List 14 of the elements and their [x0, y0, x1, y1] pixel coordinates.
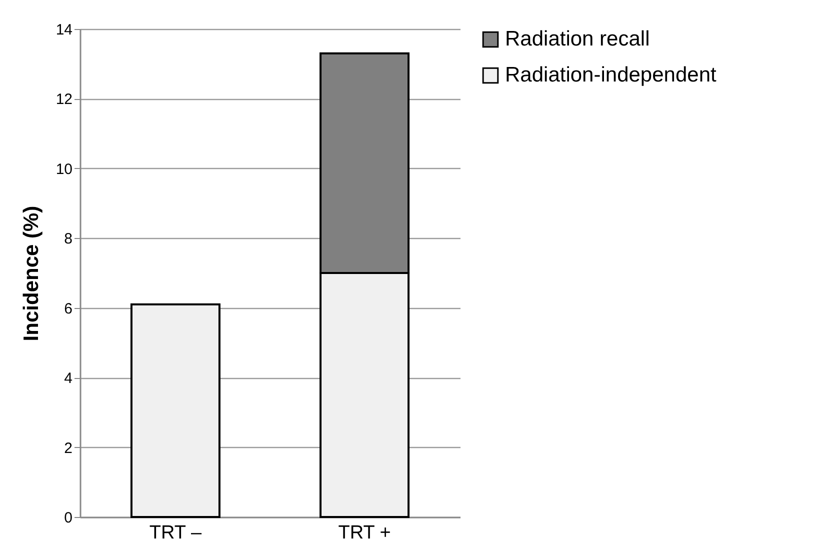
y-tick-label: 2	[64, 440, 72, 457]
y-tick-label: 8	[64, 230, 72, 248]
y-tick-label: 10	[56, 160, 72, 178]
y-tick-label: 0	[64, 510, 72, 526]
x-tick-label: TRT +	[338, 522, 391, 544]
legend-label: Radiation recall	[505, 28, 650, 50]
bar	[130, 303, 220, 518]
y-tick-label: 4	[64, 370, 72, 388]
y-tick-label: 14	[56, 22, 72, 38]
legend-label: Radiation-independent	[505, 64, 716, 86]
x-tick-label: TRT –	[149, 522, 202, 544]
y-tick-label: 6	[64, 300, 72, 318]
y-axis-title: Incidence (%)	[20, 206, 43, 342]
y-tick-label: 12	[56, 91, 72, 108]
